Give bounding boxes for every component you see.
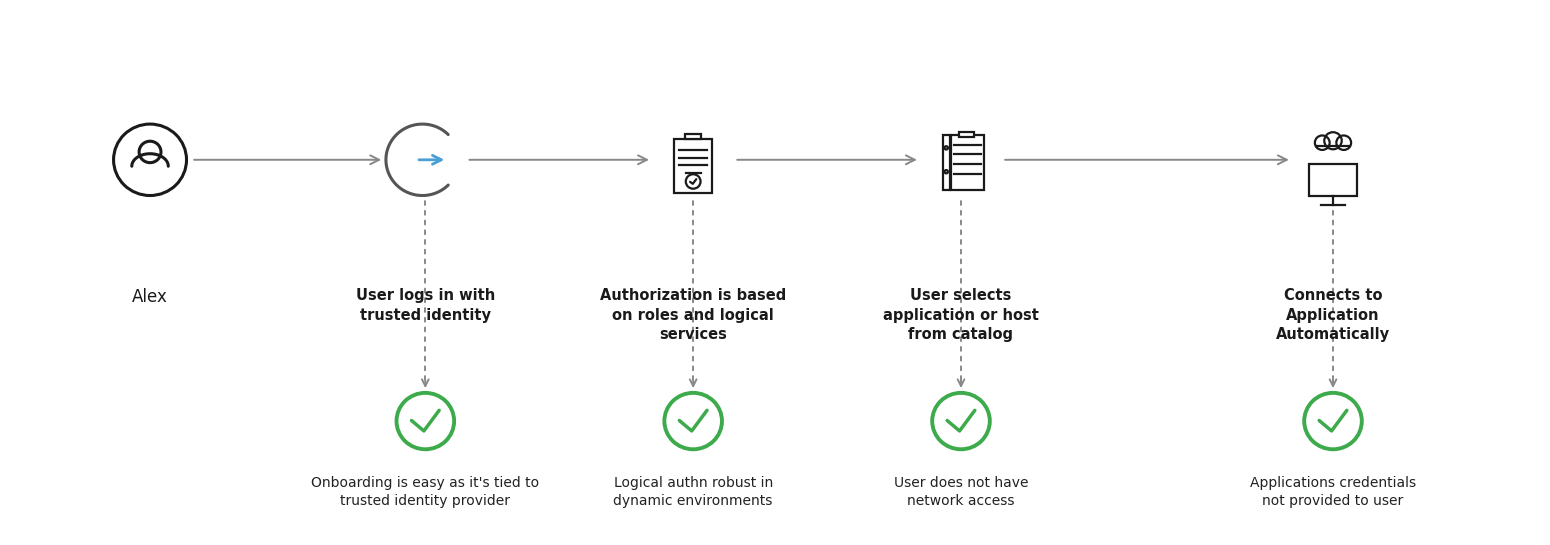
FancyBboxPatch shape [959,131,975,137]
FancyBboxPatch shape [1308,165,1358,196]
FancyBboxPatch shape [952,135,984,190]
Text: Alex: Alex [132,288,167,306]
Text: User does not have
network access: User does not have network access [894,476,1028,508]
FancyBboxPatch shape [942,135,950,190]
FancyBboxPatch shape [685,134,701,139]
Text: Connects to
Application
Automatically: Connects to Application Automatically [1276,288,1390,342]
Text: User logs in with
trusted identity: User logs in with trusted identity [355,288,494,323]
Text: Authorization is based
on roles and logical
services: Authorization is based on roles and logi… [600,288,786,342]
FancyBboxPatch shape [674,139,713,193]
Text: User selects
application or host
from catalog: User selects application or host from ca… [883,288,1038,342]
Text: Applications credentials
not provided to user: Applications credentials not provided to… [1249,476,1417,508]
Text: Onboarding is easy as it's tied to
trusted identity provider: Onboarding is easy as it's tied to trust… [312,476,539,508]
Text: Logical authn robust in
dynamic environments: Logical authn robust in dynamic environm… [614,476,773,508]
